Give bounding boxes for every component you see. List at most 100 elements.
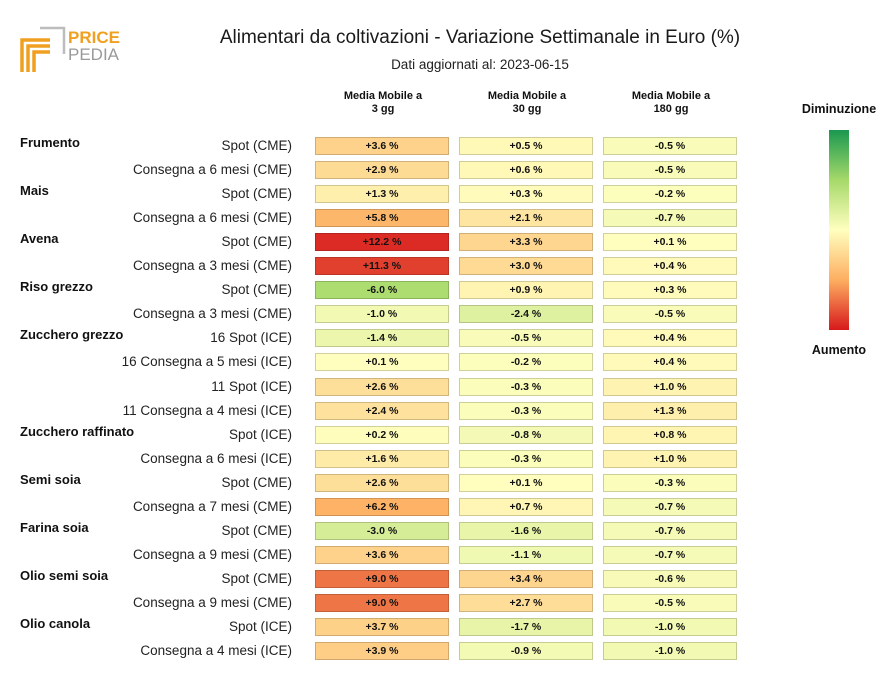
heatmap-cell: +0.1 % [603, 233, 737, 252]
heatmap-cell: +0.9 % [459, 281, 593, 300]
heatmap-cell: -1.7 % [459, 618, 593, 636]
heatmap-cell: +9.0 % [315, 593, 449, 612]
column-header-line1: Media Mobile a [343, 90, 423, 102]
group-label: Zucchero raffinato [20, 423, 135, 439]
heatmap-cell: -0.8 % [459, 425, 593, 444]
row-label: 11 Consegna a 4 mesi (ICE) [122, 402, 292, 418]
heatmap-cell: -1.0 % [315, 305, 449, 324]
heatmap-cell: -1.0 % [603, 642, 737, 661]
heatmap-cell: -6.0 % [315, 281, 449, 300]
row-label: Spot (CME) [221, 282, 292, 298]
heatmap-cell: +5.8 % [315, 209, 449, 228]
pricepedia-logo: PRICE PEDIA [20, 26, 120, 72]
heatmap-cell: +0.8 % [603, 425, 737, 444]
heatmap-cell: -2.4 % [459, 305, 593, 324]
heatmap-cell: -0.5 % [603, 137, 737, 155]
heatmap-cell: -1.0 % [603, 618, 737, 636]
heatmap-cell: +2.6 % [315, 377, 449, 396]
heatmap-cell: -0.5 % [603, 593, 737, 612]
heatmap-cell: +0.4 % [603, 329, 737, 348]
chart-subtitle: Dati aggiornati al: 2023-06-15 [391, 57, 569, 72]
row-label: Spot (CME) [221, 570, 292, 586]
heatmap-cell: +11.3 % [315, 257, 449, 276]
row-label: Consegna a 9 mesi (CME) [132, 594, 292, 610]
heatmap-cell: +3.9 % [315, 642, 449, 661]
heatmap-cell: -0.5 % [459, 329, 593, 348]
column-header-line1: Media Mobile a [631, 90, 711, 102]
row-label: Consegna a 6 mesi (CME) [132, 162, 292, 178]
heatmap-cell: -0.5 % [603, 305, 737, 324]
heatmap-cell: +2.4 % [315, 401, 449, 420]
column-header: Media Mobile a 180 gg [603, 90, 739, 116]
heatmap-cell: +3.6 % [315, 545, 449, 564]
heatmap-cell: -1.4 % [315, 329, 449, 348]
row-label: Consegna a 3 mesi (CME) [132, 306, 292, 322]
row-label: Consegna a 6 mesi (CME) [132, 210, 292, 226]
heatmap-cell: +6.2 % [315, 497, 449, 516]
heatmap-cell: +1.3 % [315, 185, 449, 204]
heatmap-cell: +2.7 % [459, 593, 593, 612]
row-label: Spot (CME) [221, 474, 292, 490]
heatmap-cell: +0.3 % [603, 281, 737, 300]
heatmap-cell: +0.4 % [603, 257, 737, 276]
heatmap-cell: -0.3 % [459, 377, 593, 396]
heatmap-cell: -0.6 % [603, 569, 737, 588]
heatmap-cell: -0.7 % [603, 521, 737, 540]
row-label: Spot (CME) [221, 138, 292, 153]
heatmap-cell: +0.1 % [315, 353, 449, 372]
legend-bottom-label: Aumento [811, 343, 867, 357]
group-label: Olio semi soia [20, 567, 109, 583]
row-label: Spot (ICE) [228, 426, 292, 442]
group-label: Olio canola [20, 616, 91, 631]
heatmap-cell: +0.4 % [603, 353, 737, 372]
row-label: Consegna a 7 mesi (CME) [132, 498, 292, 514]
heatmap-cell: +1.0 % [603, 449, 737, 468]
heatmap-cell: -0.9 % [459, 642, 593, 661]
row-label: 16 Consegna a 5 mesi (ICE) [121, 354, 292, 370]
heatmap-cell: +2.6 % [315, 473, 449, 492]
heatmap-cell: -0.2 % [459, 353, 593, 372]
heatmap-cell: -0.5 % [603, 161, 737, 180]
legend-color-scale [829, 130, 849, 330]
column-header-line2: 3 gg [371, 103, 395, 115]
heatmap-cell: +0.3 % [459, 185, 593, 204]
heatmap-cell: -0.7 % [603, 545, 737, 564]
heatmap-cell: -1.1 % [459, 545, 593, 564]
row-label: 11 Spot (ICE) [211, 378, 292, 394]
heatmap-cell: +1.3 % [603, 401, 737, 420]
heatmap-cell: +1.0 % [603, 377, 737, 396]
heatmap-cell: +0.1 % [459, 473, 593, 492]
heatmap-cell: +2.9 % [315, 161, 449, 180]
row-label: Consegna a 9 mesi (CME) [132, 546, 292, 562]
heatmap-cell: +2.1 % [459, 209, 593, 228]
heatmap-cell: -1.6 % [459, 521, 593, 540]
heatmap-cell: +9.0 % [315, 569, 449, 588]
group-label: Zucchero grezzo [20, 327, 124, 343]
legend-top-label: Diminuzione [801, 102, 877, 116]
heatmap-cell: +0.5 % [459, 137, 593, 155]
heatmap-cell: -0.3 % [603, 473, 737, 492]
row-label: Spot (CME) [221, 186, 292, 202]
logo-text-line2: PEDIA [68, 45, 120, 64]
row-label: Consegna a 6 mesi (ICE) [140, 450, 292, 466]
logo-mark-icon [20, 26, 66, 72]
heatmap-cell: +1.6 % [315, 449, 449, 468]
heatmap-cell: -0.7 % [603, 209, 737, 228]
column-header-line2: 180 gg [653, 103, 689, 115]
heatmap-cell: +12.2 % [315, 233, 449, 252]
row-label: Consegna a 4 mesi (ICE) [140, 643, 292, 659]
group-label: Frumento [20, 135, 80, 150]
heatmap-cell: -0.2 % [603, 185, 737, 204]
group-label: Mais [20, 183, 49, 199]
row-label: Spot (CME) [221, 522, 292, 538]
row-label: Consegna a 3 mesi (CME) [132, 258, 292, 274]
group-label: Riso grezzo [20, 279, 93, 295]
row-label: 16 Spot (ICE) [210, 330, 292, 346]
row-label: Spot (ICE) [228, 619, 292, 634]
heatmap-cell: +0.7 % [459, 497, 593, 516]
heatmap-cell: +3.3 % [459, 233, 593, 252]
group-label: Farina soia [20, 519, 89, 535]
heatmap-cell: -0.3 % [459, 401, 593, 420]
column-header: Media Mobile a 30 gg [459, 90, 595, 116]
